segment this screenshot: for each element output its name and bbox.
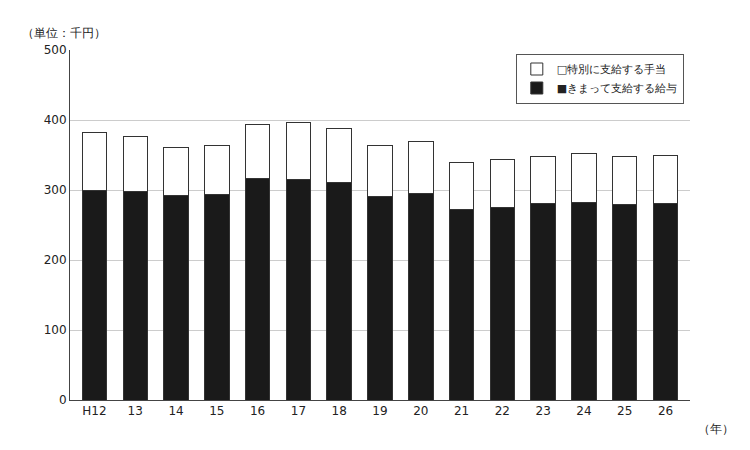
svg-text:22: 22 <box>495 404 510 418</box>
svg-text:400: 400 <box>44 113 67 127</box>
svg-text:H12: H12 <box>82 404 106 418</box>
svg-text:16: 16 <box>250 404 265 418</box>
svg-text:□特別に支給する手当: □特別に支給する手当 <box>557 63 666 76</box>
svg-text:500: 500 <box>44 43 67 57</box>
svg-text:■きまって支給する給与: ■きまって支給する給与 <box>557 82 677 95</box>
svg-text:200: 200 <box>44 253 67 267</box>
svg-text:20: 20 <box>413 404 428 418</box>
svg-text:14: 14 <box>168 404 183 418</box>
svg-text:（単位：千円）: （単位：千円） <box>22 26 106 40</box>
svg-text:18: 18 <box>332 404 347 418</box>
svg-text:19: 19 <box>372 404 387 418</box>
svg-text:17: 17 <box>291 404 306 418</box>
svg-text:25: 25 <box>617 404 632 418</box>
svg-text:300: 300 <box>44 183 67 197</box>
svg-text:15: 15 <box>209 404 224 418</box>
svg-text:100: 100 <box>44 323 67 337</box>
svg-text:0: 0 <box>59 393 67 407</box>
svg-text:（年）: （年） <box>698 422 734 436</box>
svg-text:24: 24 <box>576 404 591 418</box>
svg-text:13: 13 <box>128 404 143 418</box>
svg-text:26: 26 <box>658 404 673 418</box>
svg-text:23: 23 <box>536 404 551 418</box>
svg-text:21: 21 <box>454 404 469 418</box>
